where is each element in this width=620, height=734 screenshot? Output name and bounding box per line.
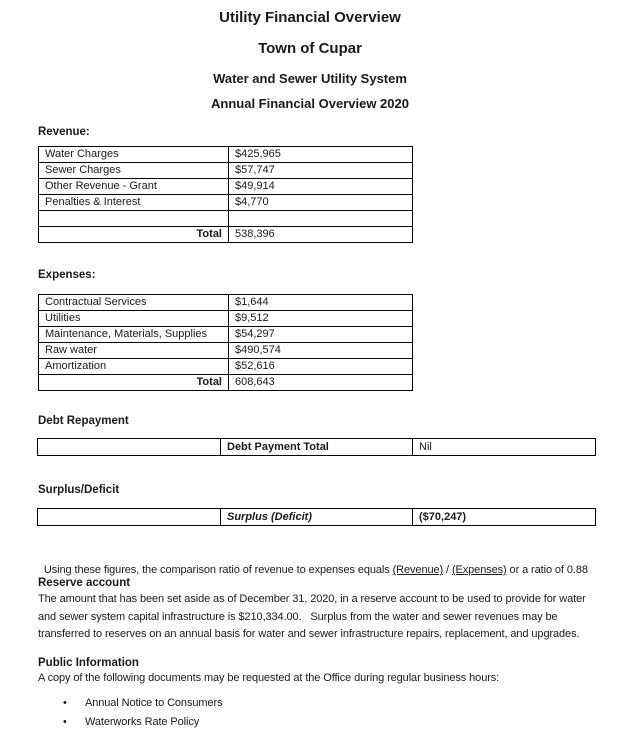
debt-repayment-table: Debt Payment Total Nil bbox=[37, 438, 596, 456]
table-row-total: Total 538,396 bbox=[39, 227, 413, 243]
revenue-row-value bbox=[229, 211, 413, 227]
revenue-row-label: Sewer Charges bbox=[39, 163, 229, 179]
expense-row-label: Amortization bbox=[39, 359, 229, 375]
list-item: • Waterworks Rate Policy bbox=[63, 716, 222, 734]
debt-row-spacer bbox=[38, 439, 221, 456]
reserve-account-paragraph: The amount that has been set aside as of… bbox=[38, 591, 586, 644]
table-row: Amortization $52,616 bbox=[39, 359, 413, 375]
page-title: Utility Financial Overview bbox=[0, 9, 620, 26]
expense-row-label: Utilities bbox=[39, 311, 229, 327]
revenue-row-label bbox=[39, 211, 229, 227]
expense-row-value: $54,297 bbox=[229, 327, 413, 343]
expense-row-value: $9,512 bbox=[229, 311, 413, 327]
surplus-deficit-table: Surplus (Deficit) ($70,247) bbox=[37, 508, 596, 526]
table-row-total: Total 608,643 bbox=[39, 375, 413, 391]
ratio-sentence-separator: / bbox=[443, 564, 452, 576]
paragraph-line: transferred to reserves on an annual bas… bbox=[38, 626, 586, 644]
revenue-table: Water Charges $425,965 Sewer Charges $57… bbox=[38, 146, 413, 243]
paragraph-line: The amount that has been set aside as of… bbox=[38, 591, 586, 609]
table-row: Raw water $490,574 bbox=[39, 343, 413, 359]
surplus-row-label: Surplus (Deficit) bbox=[221, 509, 413, 526]
table-row: Surplus (Deficit) ($70,247) bbox=[38, 509, 596, 526]
surplus-row-value: ($70,247) bbox=[413, 509, 596, 526]
expenses-reference: (Expenses) bbox=[452, 564, 507, 576]
debt-row-value: Nil bbox=[413, 439, 596, 456]
expense-row-label: Contractual Services bbox=[39, 295, 229, 311]
public-information-heading: Public Information bbox=[38, 657, 139, 669]
expenses-heading: Expenses: bbox=[38, 269, 96, 281]
public-information-intro: A copy of the following documents may be… bbox=[38, 672, 499, 684]
table-row: Contractual Services $1,644 bbox=[39, 295, 413, 311]
page-subtitle-year: Annual Financial Overview 2020 bbox=[0, 96, 620, 111]
revenue-reference: (Revenue) bbox=[393, 564, 443, 576]
table-row: Other Revenue - Grant $49,914 bbox=[39, 179, 413, 195]
ratio-sentence-prefix: Using these figures, the comparison rati… bbox=[44, 564, 393, 576]
revenue-row-value: $425,965 bbox=[229, 147, 413, 163]
ratio-sentence: Using these figures, the comparison rati… bbox=[38, 552, 588, 576]
debt-row-label: Debt Payment Total bbox=[221, 439, 413, 456]
expenses-table: Contractual Services $1,644 Utilities $9… bbox=[38, 294, 413, 391]
bullet-icon: • bbox=[63, 716, 85, 728]
revenue-total-value: 538,396 bbox=[229, 227, 413, 243]
revenue-row-label: Water Charges bbox=[39, 147, 229, 163]
revenue-heading: Revenue: bbox=[38, 126, 90, 138]
expense-row-value: $1,644 bbox=[229, 295, 413, 311]
revenue-row-value: $49,914 bbox=[229, 179, 413, 195]
expense-row-label: Raw water bbox=[39, 343, 229, 359]
revenue-total-label: Total bbox=[39, 227, 229, 243]
reserve-account-heading: Reserve account bbox=[38, 577, 130, 589]
surplus-row-spacer bbox=[38, 509, 221, 526]
public-documents-list: • Annual Notice to Consumers • Waterwork… bbox=[63, 697, 222, 734]
page-subtitle-system: Water and Sewer Utility System bbox=[0, 71, 620, 86]
page-subtitle-town: Town of Cupar bbox=[0, 40, 620, 57]
table-row: Debt Payment Total Nil bbox=[38, 439, 596, 456]
table-row-empty bbox=[39, 211, 413, 227]
debt-repayment-heading: Debt Repayment bbox=[38, 415, 129, 427]
table-row: Penalties & Interest $4,770 bbox=[39, 195, 413, 211]
table-row: Maintenance, Materials, Supplies $54,297 bbox=[39, 327, 413, 343]
bullet-text: Waterworks Rate Policy bbox=[85, 716, 199, 728]
expenses-total-value: 608,643 bbox=[229, 375, 413, 391]
bullet-icon: • bbox=[63, 697, 85, 709]
revenue-row-value: $4,770 bbox=[229, 195, 413, 211]
table-row: Utilities $9,512 bbox=[39, 311, 413, 327]
table-row: Sewer Charges $57,747 bbox=[39, 163, 413, 179]
list-item: • Annual Notice to Consumers bbox=[63, 697, 222, 716]
table-row: Water Charges $425,965 bbox=[39, 147, 413, 163]
revenue-row-label: Penalties & Interest bbox=[39, 195, 229, 211]
ratio-sentence-suffix: or a ratio of 0.88 bbox=[507, 564, 588, 576]
revenue-row-label: Other Revenue - Grant bbox=[39, 179, 229, 195]
revenue-row-value: $57,747 bbox=[229, 163, 413, 179]
expense-row-value: $490,574 bbox=[229, 343, 413, 359]
paragraph-line: and sewer system capital infrastructure … bbox=[38, 609, 586, 627]
bullet-text: Annual Notice to Consumers bbox=[85, 697, 222, 709]
surplus-deficit-heading: Surplus/Deficit bbox=[38, 484, 119, 496]
expenses-total-label: Total bbox=[39, 375, 229, 391]
expense-row-label: Maintenance, Materials, Supplies bbox=[39, 327, 229, 343]
expense-row-value: $52,616 bbox=[229, 359, 413, 375]
